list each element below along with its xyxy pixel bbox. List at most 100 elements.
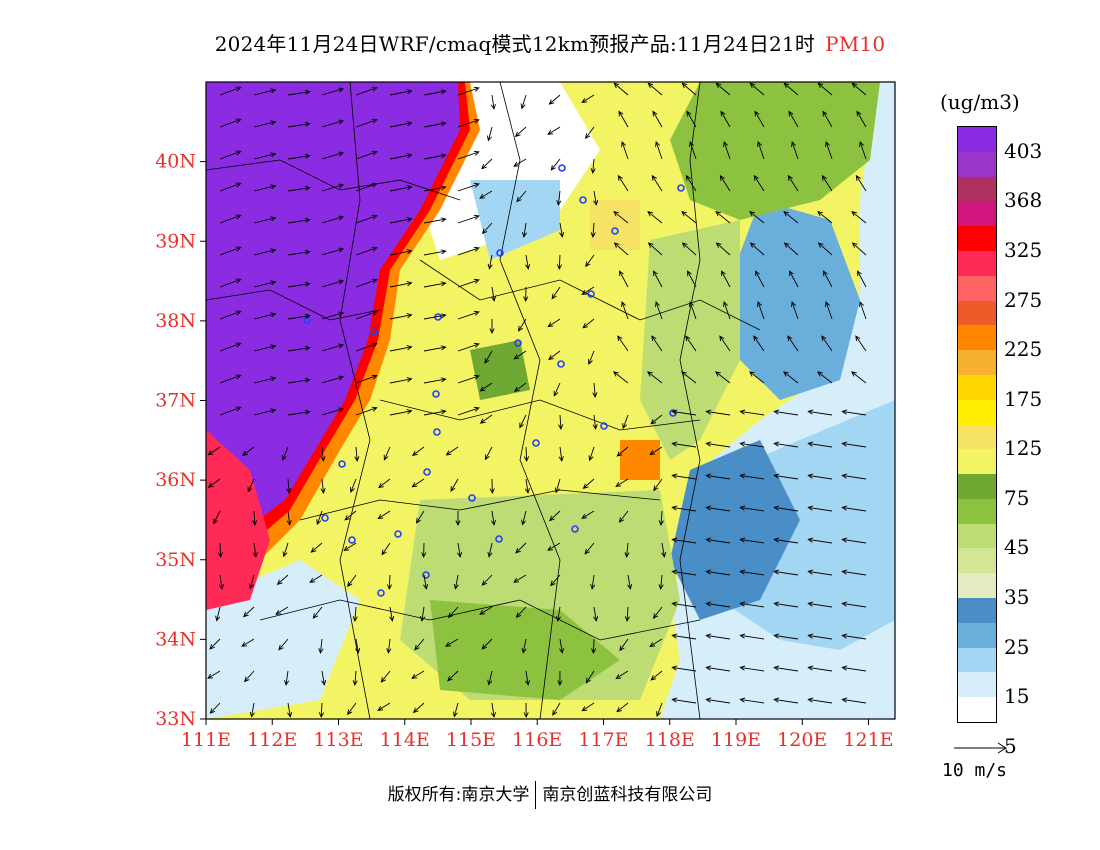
wind-arrow — [350, 478, 357, 493]
wind-arrow — [241, 638, 255, 647]
wind-arrow — [524, 670, 531, 686]
legend-swatch — [958, 647, 996, 673]
wind-arrow — [284, 670, 290, 686]
wind-arrow — [592, 382, 598, 398]
lon-label: 118E — [645, 729, 695, 751]
legend-swatch — [958, 573, 996, 599]
wind-arrow — [513, 350, 527, 360]
wind-arrow — [671, 633, 697, 640]
wind-arrow — [807, 409, 833, 416]
city-marker — [394, 530, 402, 538]
wind-arrow — [219, 342, 242, 352]
wind-arrow — [253, 344, 277, 352]
city-marker — [496, 249, 504, 257]
wind-arrow — [817, 82, 833, 96]
hotspot-north — [590, 200, 640, 250]
wind-arrow — [739, 441, 765, 448]
wind-arrow — [457, 374, 480, 384]
wind-arrow — [321, 670, 327, 686]
wind-arrow — [486, 126, 493, 142]
wind-arrow — [658, 574, 664, 590]
wind-arrow — [856, 110, 867, 128]
wind-arrow — [321, 119, 345, 128]
wind-arrow — [773, 409, 799, 416]
wind-arrow — [213, 510, 221, 525]
wind-arrow — [773, 505, 799, 512]
wind-arrow — [555, 606, 561, 622]
wind-arrow — [789, 270, 799, 288]
wind-arrow — [489, 318, 495, 335]
wind-arrow — [721, 270, 731, 288]
wind-arrow — [253, 280, 277, 288]
wind-arrow — [753, 335, 765, 352]
wind-arrow — [548, 350, 561, 361]
lon-label: 112E — [247, 729, 297, 751]
wind-arrow — [481, 222, 493, 235]
wind-arrow — [457, 310, 480, 320]
wind-arrow — [242, 446, 255, 457]
wind-arrow — [841, 441, 867, 448]
wind-arrow — [817, 211, 833, 224]
city-marker — [377, 589, 385, 597]
wind-arrow — [757, 140, 765, 160]
legend-swatch — [958, 300, 996, 326]
wind-arrow — [671, 601, 697, 608]
copyright-text: 版权所有:南京大学 — [387, 785, 530, 805]
wind-arrow — [514, 126, 527, 138]
lat-label: 34N — [155, 628, 196, 650]
wind-arrow — [310, 542, 323, 553]
wind-arrows — [207, 82, 867, 719]
wind-arrow — [671, 441, 697, 448]
wind-arrow — [389, 249, 413, 256]
wind-arrow — [649, 446, 663, 456]
city-marker — [370, 328, 378, 336]
wind-arrow — [841, 569, 867, 576]
wind-arrow — [287, 377, 311, 384]
wind-arrow — [219, 374, 242, 384]
wind-arrow — [423, 153, 447, 160]
wind-arrow — [613, 211, 629, 224]
wind-arrow — [354, 446, 360, 462]
wind-arrow — [524, 478, 530, 494]
lat-label: 35N — [155, 549, 196, 571]
wind-arrow — [457, 214, 480, 224]
wind-arrow — [389, 409, 413, 416]
wind-arrow — [582, 478, 595, 489]
wind-arrow — [749, 242, 765, 256]
wind-arrow — [380, 670, 391, 683]
wind-arrow — [519, 414, 527, 429]
wind-arrow — [516, 190, 527, 203]
wind-arrow — [489, 478, 495, 495]
legend-swatch — [958, 523, 996, 549]
wind-arrow — [773, 601, 799, 608]
wind-arrow — [653, 270, 663, 288]
wind-arrow — [321, 375, 345, 384]
wind-arrow — [490, 510, 497, 526]
wind-arrow — [655, 301, 663, 320]
legend-label: 175 — [1004, 386, 1043, 411]
wind-arrow — [671, 473, 697, 480]
wind-arrow — [587, 350, 595, 365]
wind-arrow — [719, 174, 731, 192]
wind-arrow — [355, 246, 378, 256]
wind-arrow — [253, 184, 277, 192]
wind-arrow — [613, 82, 629, 96]
wind-arrow — [252, 542, 258, 558]
wind-reference-label: 10 m/s — [942, 760, 1008, 781]
wind-arrow — [215, 606, 221, 622]
color-legend — [957, 126, 997, 723]
wind-arrow — [207, 670, 221, 679]
wind-arrow — [593, 606, 599, 622]
wind-arrow — [321, 279, 345, 288]
wind-arrow — [207, 446, 221, 456]
wind-arrow — [581, 94, 595, 103]
wind-arrow — [658, 510, 664, 526]
wind-arrow — [321, 311, 345, 320]
wind-arrow — [807, 537, 833, 544]
wind-arrow — [584, 542, 595, 555]
wind-arrow — [209, 638, 221, 650]
wind-arrow — [457, 278, 480, 288]
wind-arrow — [705, 601, 731, 608]
wind-arrow — [282, 542, 289, 558]
city-marker — [468, 494, 476, 502]
